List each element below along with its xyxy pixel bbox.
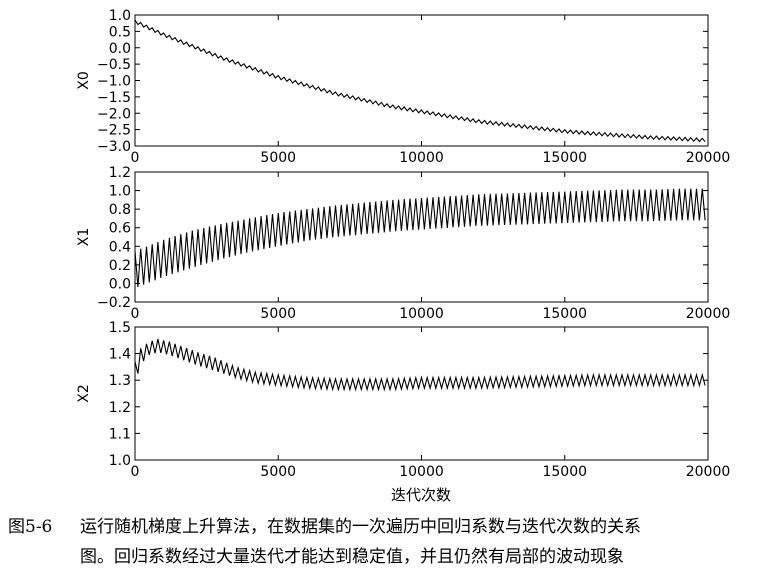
x-tick-label: 15000 (542, 464, 587, 480)
x-tick-label: 10000 (399, 306, 444, 322)
axes-frame-x0 (134, 14, 709, 147)
y-tick-label: 1.4 (109, 347, 131, 363)
x-tick-label: 5000 (260, 464, 296, 480)
y-tick-label: −2.5 (97, 123, 131, 139)
axes-frame-x2 (134, 326, 709, 461)
y-tick-label: 1.1 (109, 426, 131, 442)
subplot-x0: −3.0−2.5−2.0−1.5−1.0−0.50.00.51.0 0 5000 10… (76, 8, 730, 166)
y-tick-label: 1.3 (109, 373, 131, 389)
x-tick-label: 15000 (542, 306, 587, 322)
y-axis-label-x0: X0 (76, 71, 92, 90)
x-tick-label: 10000 (399, 464, 444, 480)
y-tick-label: −1.5 (97, 90, 131, 106)
caption-line-1: 运行随机梯度上升算法，在数据集的一次遍历中回归系数与迭代次数的关系 (80, 517, 641, 537)
y-tick-label: 0.0 (109, 41, 131, 57)
x-tick-label: 5000 (260, 150, 296, 166)
y-tick-label: 0.8 (109, 202, 131, 218)
x-tick-label: 20000 (686, 464, 731, 480)
y-tick-label: 0.0 (109, 276, 131, 292)
y-tick-label: 0.5 (109, 24, 131, 40)
caption-line-2: 图。回归系数经过大量迭代才能达到稳定值，并且仍然有局部的波动现象 (80, 547, 624, 567)
x-axis-label: 迭代次数 (391, 486, 451, 504)
y-tick-label: 1.5 (109, 320, 131, 336)
y-tick-label: 1.2 (109, 400, 131, 416)
x-tick-label: 15000 (542, 150, 587, 166)
series-line-x2 (134, 338, 706, 392)
y-axis-label-x2: X2 (76, 384, 92, 403)
x-tick-label: 0 (131, 306, 140, 322)
y-tick-label: −0.2 (97, 295, 131, 311)
y-tick-label: −0.5 (97, 57, 131, 73)
y-axis-label-x1: X1 (76, 228, 92, 247)
caption-number: 图5-6 (8, 517, 53, 537)
y-tick-label: −3.0 (97, 139, 131, 155)
subplot-x1: −0.2 0.0 0.2 0.4 0.6 0.8 1.0 1.2 0 5000 10000 15000… (76, 165, 730, 322)
series-line-x1 (134, 188, 706, 288)
y-tick-label: 1.0 (109, 453, 131, 469)
x-tick-label: 10000 (399, 150, 444, 166)
y-tick-label: 0.6 (109, 221, 131, 237)
series-line-x0 (134, 19, 706, 143)
subplot-x2: 1.0 1.1 1.2 1.3 1.4 1.5 0 5000 10000 15000 20000 X2 (76, 320, 730, 480)
x-tick-label: 20000 (686, 306, 731, 322)
y-tick-label: 1.2 (109, 165, 131, 181)
y-tick-label: −1.0 (97, 74, 131, 90)
y-tick-label: −2.0 (97, 106, 131, 122)
x-tick-label: 0 (131, 150, 140, 166)
y-tick-label: 1.0 (109, 184, 131, 200)
y-tick-label: 0.2 (109, 258, 131, 274)
y-tick-label: 0.4 (109, 239, 131, 255)
figure-caption: 图5-6 运行随机梯度上升算法，在数据集的一次遍历中回归系数与迭代次数的关系 图。… (8, 512, 778, 572)
x-tick-label: 5000 (260, 306, 296, 322)
y-tick-label: 1.0 (109, 8, 131, 24)
x-tick-label: 20000 (686, 150, 731, 166)
figure: −3.0−2.5−2.0−1.5−1.0−0.50.00.51.00 5000 10… (76, 8, 730, 504)
x-tick-label: 0 (131, 464, 140, 480)
